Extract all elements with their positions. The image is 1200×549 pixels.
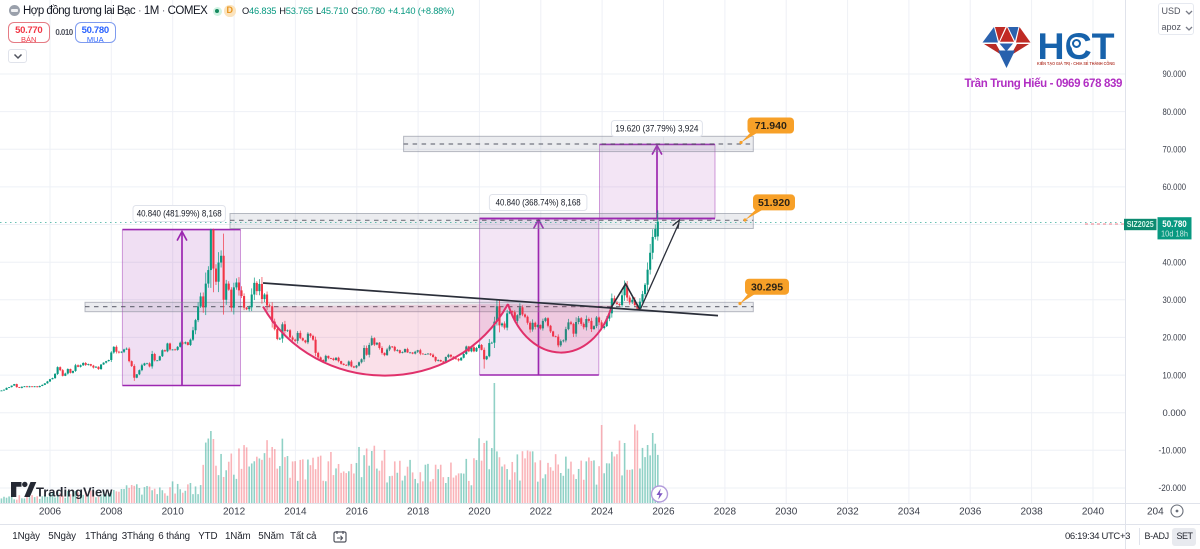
svg-text:0.000: 0.000: [1163, 408, 1187, 418]
svg-text:-10.000: -10.000: [1159, 446, 1187, 456]
svg-text:2028: 2028: [714, 507, 737, 518]
svg-text:2010: 2010: [162, 507, 185, 518]
svg-text:2022: 2022: [530, 507, 553, 518]
svg-text:TradingView: TradingView: [36, 485, 113, 500]
svg-text:80.000: 80.000: [1163, 107, 1187, 117]
svg-text:30.000: 30.000: [1163, 295, 1187, 305]
svg-text:2008: 2008: [100, 507, 123, 518]
svg-text:204: 204: [1147, 507, 1164, 518]
svg-text:2040: 2040: [1082, 507, 1105, 518]
svg-text:70.000: 70.000: [1163, 144, 1187, 154]
svg-text:2012: 2012: [223, 507, 246, 518]
svg-text:2024: 2024: [591, 507, 614, 518]
svg-text:30.295: 30.295: [751, 281, 783, 293]
svg-text:20.000: 20.000: [1163, 333, 1187, 343]
svg-text:90.000: 90.000: [1163, 69, 1187, 79]
svg-text:SIZ2025: SIZ2025: [1127, 220, 1154, 229]
svg-text:2018: 2018: [407, 507, 430, 518]
svg-text:2032: 2032: [836, 507, 859, 518]
svg-text:40.000: 40.000: [1163, 257, 1187, 267]
svg-text:2036: 2036: [959, 507, 982, 518]
svg-text:KIẾN TẠO GIÁ TRỊ - CHIA SẺ THÀ: KIẾN TẠO GIÁ TRỊ - CHIA SẺ THÀNH CÔNG: [1037, 61, 1116, 66]
svg-text:60.000: 60.000: [1163, 182, 1187, 192]
svg-text:51.920: 51.920: [758, 197, 790, 209]
svg-text:2020: 2020: [468, 507, 491, 518]
svg-text:2016: 2016: [346, 507, 369, 518]
svg-text:2030: 2030: [775, 507, 798, 518]
svg-text:2014: 2014: [284, 507, 307, 518]
svg-text:10d 18h: 10d 18h: [1161, 229, 1188, 239]
svg-text:-20.000: -20.000: [1159, 483, 1187, 493]
svg-text:2026: 2026: [652, 507, 675, 518]
svg-text:2006: 2006: [39, 507, 62, 518]
svg-text:10.000: 10.000: [1163, 370, 1187, 380]
svg-text:71.940: 71.940: [755, 120, 787, 132]
svg-text:50.780: 50.780: [1162, 219, 1187, 230]
svg-text:2038: 2038: [1020, 507, 1043, 518]
svg-text:40.840 (481.99%) 8,168: 40.840 (481.99%) 8,168: [137, 209, 222, 219]
svg-text:19.620 (37.79%) 3,924: 19.620 (37.79%) 3,924: [615, 124, 698, 134]
svg-text:2034: 2034: [898, 507, 921, 518]
svg-text:40.840 (368.74%) 8,168: 40.840 (368.74%) 8,168: [496, 198, 581, 208]
